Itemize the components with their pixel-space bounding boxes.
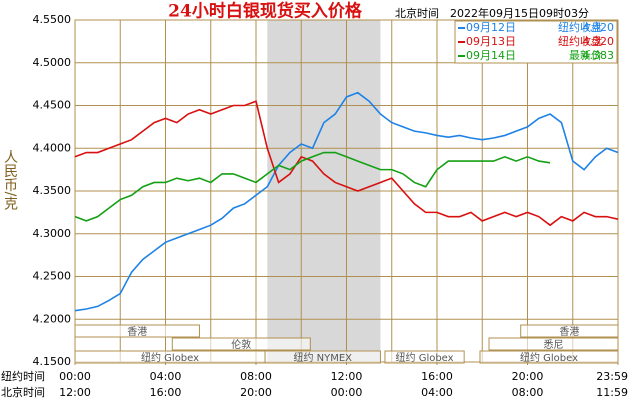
x-tick-label-beijing: 12:00	[59, 386, 91, 399]
legend-close-label: 纽约收盘	[558, 20, 602, 34]
x-tick-label-beijing: 16:00	[150, 386, 182, 399]
legend-close-value: 4.420	[583, 21, 615, 34]
y-tick-label: 4.3000	[33, 227, 72, 240]
legend-close-value: 4.320	[583, 35, 615, 48]
y-axis-label: 人民币/克	[2, 150, 18, 212]
y-tick-label: 4.5500	[33, 13, 72, 26]
y-tick-label: 4.3500	[33, 184, 72, 197]
x-tick-label: 08:00	[240, 370, 272, 383]
session-box	[74, 324, 200, 338]
y-tick-label: 4.1500	[33, 355, 72, 368]
legend-name: 09月14日	[466, 49, 516, 62]
session-box	[264, 350, 381, 364]
legend-close-label: 最新价	[569, 48, 602, 62]
x-tick-label: 12:00	[331, 370, 363, 383]
series-line	[74, 100, 619, 227]
session-label: 香港	[127, 326, 147, 338]
session-box	[384, 350, 465, 364]
session-label: 纽约 Globex	[141, 351, 199, 364]
session-label: 香港	[559, 326, 579, 338]
x-tick-label-beijing: 00:00	[331, 386, 363, 399]
y-tick-label: 4.4000	[33, 141, 72, 154]
chart-subtitle: 北京时间 2022年09月15日09时03分	[395, 6, 589, 20]
session-box	[520, 324, 619, 338]
session-label: 伦敦	[231, 338, 251, 351]
y-tick-label: 4.5000	[33, 56, 72, 69]
series-line	[74, 151, 551, 222]
session-label: 悉尼	[544, 339, 564, 351]
session-label: 纽约 Globex	[520, 351, 578, 364]
y-tick-label: 4.2500	[33, 270, 72, 283]
series-line	[74, 91, 619, 312]
x-tick-label-beijing: 08:00	[512, 386, 544, 399]
y-tick-label: 4.4500	[33, 99, 72, 112]
legend-box	[454, 20, 618, 64]
x-tick-label: 20:00	[512, 370, 544, 383]
y-tick-label: 4.2000	[33, 312, 72, 325]
legend-close-label: 纽约收盘	[558, 34, 602, 48]
session-box	[488, 337, 619, 351]
x-tick-label: 16:00	[421, 370, 453, 383]
session-label: 纽约 Globex	[396, 351, 454, 364]
legend-name: 09月13日	[466, 35, 516, 48]
x-row-label: 北京时间	[1, 385, 45, 399]
x-tick-label: 04:00	[150, 370, 182, 383]
legend-close-value: 4.383	[583, 49, 615, 62]
x-tick-label-beijing: 11:59	[596, 386, 628, 399]
session-label: 纽约 NYMEX	[293, 351, 352, 364]
chart-title: 24小时白银现货买入价格	[168, 1, 363, 22]
session-box	[479, 350, 619, 364]
session-box	[171, 337, 311, 351]
legend-name: 09月12日	[466, 21, 516, 34]
x-row-label: 纽约时间	[1, 369, 45, 383]
x-tick-label-beijing: 04:00	[421, 386, 453, 399]
x-tick-label: 23:59	[596, 370, 628, 383]
x-tick-label: 00:00	[59, 370, 91, 383]
x-tick-label-beijing: 20:00	[240, 386, 272, 399]
